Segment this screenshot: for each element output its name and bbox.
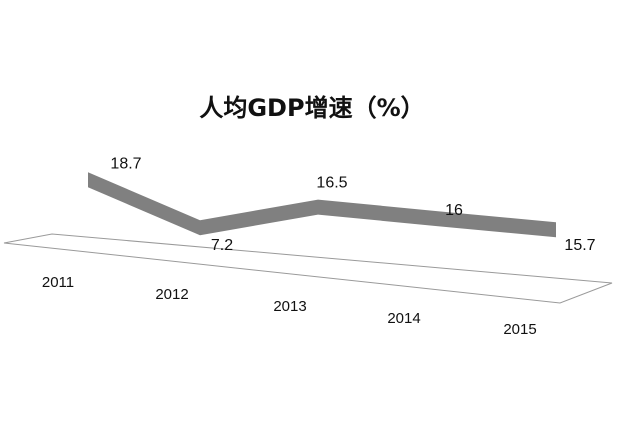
data-label-2011: 18.7 <box>110 155 141 172</box>
x-tick-label-2014: 2014 <box>387 310 420 327</box>
floor-plane <box>3 233 613 304</box>
data-labels: 18.7 7.2 16.5 16 15.7 <box>110 155 595 254</box>
x-tick-label-2012: 2012 <box>155 286 188 303</box>
x-axis-tick-labels: 2011 2012 2013 2014 2015 <box>42 274 537 338</box>
series-ribbon <box>88 172 556 238</box>
data-label-2014: 16 <box>445 202 463 219</box>
data-label-2013: 16.5 <box>316 175 347 192</box>
data-label-2012: 7.2 <box>211 237 233 254</box>
x-tick-label-2015: 2015 <box>503 321 536 338</box>
chart-title: 人均GDP增速（%） <box>199 94 424 122</box>
x-tick-label-2013: 2013 <box>273 298 306 315</box>
data-label-2015: 15.7 <box>564 237 595 254</box>
x-tick-label-2011: 2011 <box>42 274 74 291</box>
